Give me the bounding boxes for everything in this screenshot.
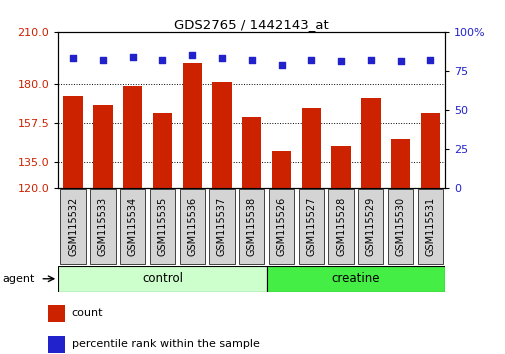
Text: count: count (72, 308, 103, 318)
Point (218, 56, 226, 61)
Text: agent: agent (3, 274, 35, 284)
Bar (93, 104, 112, 354)
Text: creatine: creatine (331, 272, 379, 285)
Bar (182, 63, 201, 354)
Text: percentile rank within the sample: percentile rank within the sample (72, 339, 259, 349)
FancyBboxPatch shape (149, 189, 175, 264)
Bar (48, 336, 65, 353)
FancyBboxPatch shape (417, 189, 442, 264)
Point (277, 62, 285, 67)
Text: GSM115535: GSM115535 (157, 197, 167, 256)
FancyBboxPatch shape (358, 189, 383, 264)
Point (158, 57, 166, 63)
Point (128, 54, 136, 59)
Point (307, 57, 315, 63)
Bar (271, 151, 290, 354)
FancyBboxPatch shape (268, 189, 293, 264)
FancyBboxPatch shape (90, 189, 115, 264)
Bar (301, 108, 320, 354)
Bar (153, 113, 172, 354)
Text: GSM115537: GSM115537 (217, 197, 227, 256)
Text: GSM115538: GSM115538 (246, 197, 256, 256)
Point (426, 57, 434, 63)
FancyBboxPatch shape (328, 189, 353, 264)
FancyBboxPatch shape (60, 189, 85, 264)
Point (247, 57, 256, 63)
Point (98, 57, 107, 63)
Bar (48, 305, 65, 322)
Bar (331, 146, 350, 354)
Point (336, 59, 344, 64)
Bar (266, 266, 444, 292)
Bar (361, 98, 380, 354)
Text: GSM115534: GSM115534 (127, 197, 137, 256)
Bar (390, 139, 410, 354)
Bar (241, 117, 261, 354)
Text: GSM115531: GSM115531 (425, 197, 434, 256)
FancyBboxPatch shape (298, 189, 323, 264)
Text: GSM115527: GSM115527 (306, 197, 316, 256)
FancyBboxPatch shape (179, 189, 205, 264)
Point (69, 56, 77, 61)
Bar (212, 82, 231, 354)
Bar (63, 96, 83, 354)
Text: GSM115533: GSM115533 (97, 197, 108, 256)
Text: GSM115526: GSM115526 (276, 197, 286, 256)
FancyBboxPatch shape (387, 189, 413, 264)
Point (366, 57, 374, 63)
Bar (420, 113, 439, 354)
Point (396, 59, 404, 64)
Text: GSM115530: GSM115530 (395, 197, 405, 256)
Bar (58, 266, 266, 292)
Title: GDS2765 / 1442143_at: GDS2765 / 1442143_at (174, 18, 328, 31)
FancyBboxPatch shape (238, 189, 264, 264)
Bar (123, 86, 142, 354)
Point (188, 52, 196, 58)
Text: GSM115528: GSM115528 (335, 197, 345, 256)
Text: GSM115536: GSM115536 (187, 197, 197, 256)
FancyBboxPatch shape (120, 189, 145, 264)
FancyBboxPatch shape (209, 189, 234, 264)
Text: GSM115529: GSM115529 (365, 197, 375, 256)
Text: control: control (141, 272, 182, 285)
Text: GSM115532: GSM115532 (68, 197, 78, 256)
